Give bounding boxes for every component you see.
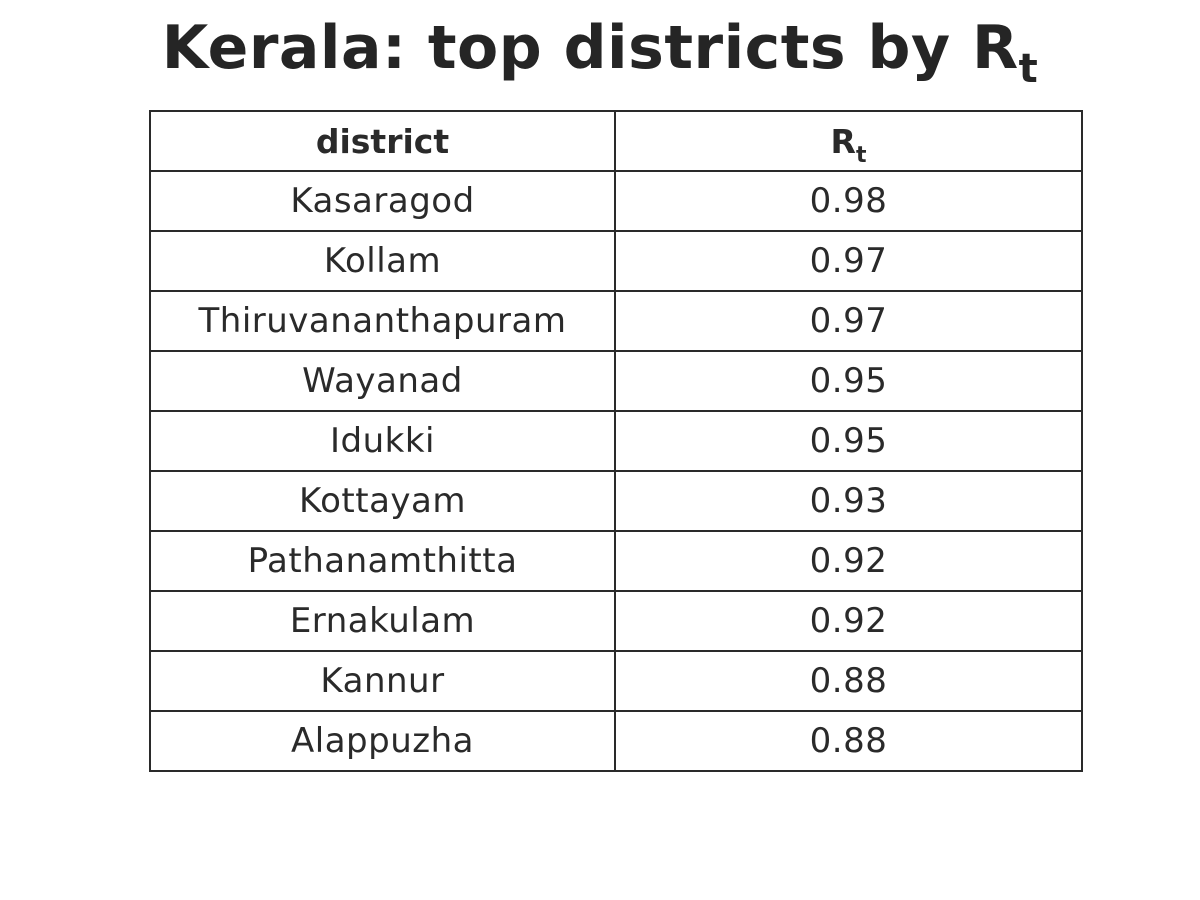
table-row: Pathanamthitta 0.92 — [149, 530, 1083, 592]
district-cell: Ernakulam — [149, 590, 616, 652]
rt-value-cell: 0.92 — [614, 590, 1083, 652]
rt-value-cell: 0.98 — [614, 170, 1083, 232]
column-header-district: district — [149, 110, 616, 172]
table-row: Wayanad 0.95 — [149, 350, 1083, 412]
district-cell: Idukki — [149, 410, 616, 472]
table-row: Ernakulam 0.92 — [149, 590, 1083, 652]
rt-value-cell: 0.88 — [614, 710, 1083, 772]
table-header-row: district Rt — [149, 110, 1083, 172]
rt-value-cell: 0.92 — [614, 530, 1083, 592]
title-text: Kerala: top districts by R — [161, 13, 1019, 83]
district-cell: Pathanamthitta — [149, 530, 616, 592]
district-cell: Alappuzha — [149, 710, 616, 772]
district-cell: Kannur — [149, 650, 616, 712]
table-row: Kottayam 0.93 — [149, 470, 1083, 532]
column-header-rt: Rt — [614, 110, 1083, 172]
column-header-rt-label: R — [830, 121, 856, 161]
rt-value-cell: 0.95 — [614, 350, 1083, 412]
rt-value-cell: 0.97 — [614, 290, 1083, 352]
district-cell: Kasaragod — [149, 170, 616, 232]
district-cell: Wayanad — [149, 350, 616, 412]
district-cell: Thiruvananthapuram — [149, 290, 616, 352]
table-row: Kollam 0.97 — [149, 230, 1083, 292]
column-header-rt-subscript: t — [855, 142, 867, 168]
rt-value-cell: 0.88 — [614, 650, 1083, 712]
districts-table: district Rt Kasaragod 0.98 Kollam 0.97 T… — [149, 110, 1083, 772]
rt-value-cell: 0.93 — [614, 470, 1083, 532]
table-row: Idukki 0.95 — [149, 410, 1083, 472]
page-title: Kerala: top districts by Rt — [0, 6, 1200, 97]
table-row: Kasaragod 0.98 — [149, 170, 1083, 232]
rt-value-cell: 0.95 — [614, 410, 1083, 472]
table-row: Kannur 0.88 — [149, 650, 1083, 712]
district-cell: Kollam — [149, 230, 616, 292]
district-cell: Kottayam — [149, 470, 616, 532]
table-row: Thiruvananthapuram 0.97 — [149, 290, 1083, 352]
title-subscript: t — [1018, 46, 1039, 92]
column-header-district-label: district — [315, 121, 450, 161]
rt-value-cell: 0.97 — [614, 230, 1083, 292]
table-row: Alappuzha 0.88 — [149, 710, 1083, 772]
